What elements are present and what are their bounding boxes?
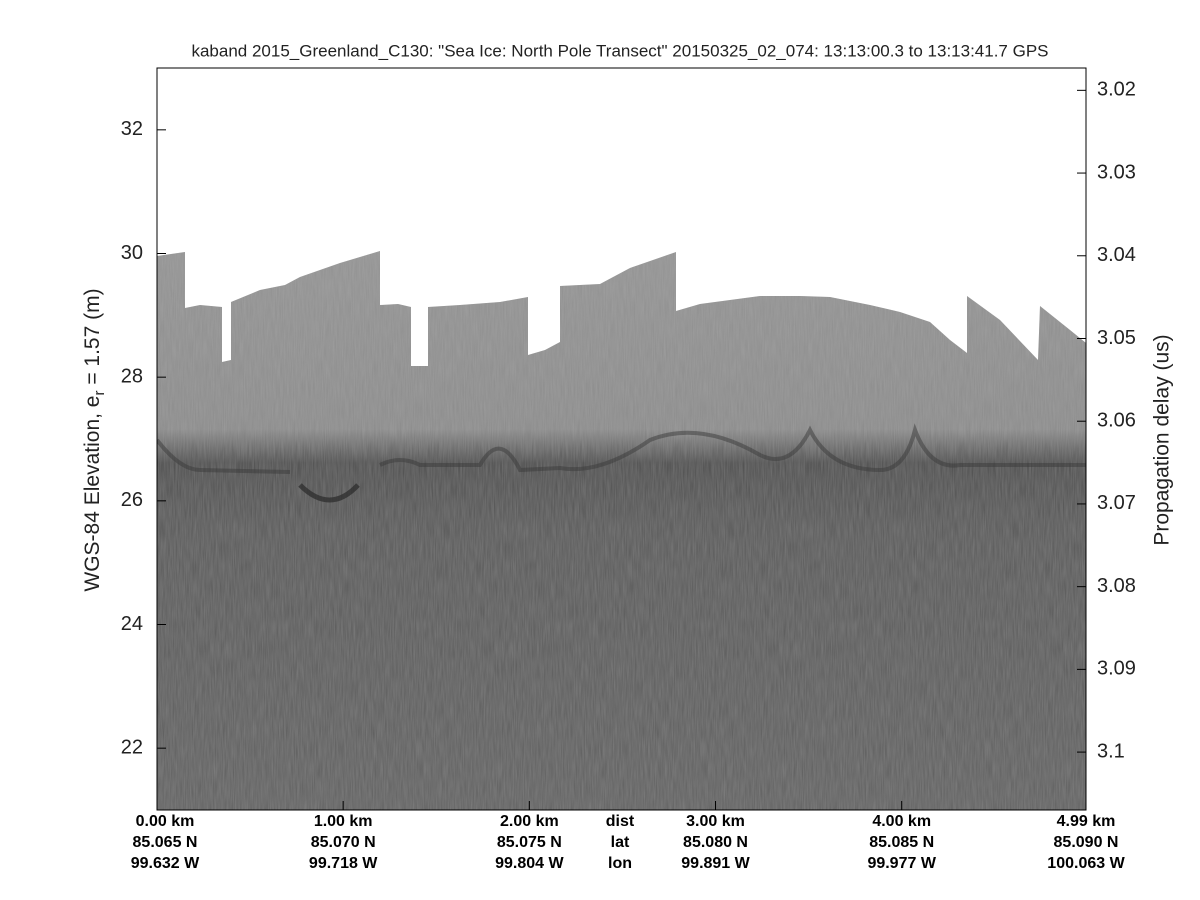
lat-label: 85.075 N xyxy=(497,834,562,851)
row-label: lon xyxy=(608,855,632,872)
y-tick-label: 30 xyxy=(121,242,143,264)
lon-label: 99.977 W xyxy=(867,855,936,872)
x-tick-label: 0.00 km xyxy=(136,813,195,830)
lat-label: 85.085 N xyxy=(869,834,934,851)
y2-tick-label: 3.1 xyxy=(1097,740,1125,762)
lat-label: 85.070 N xyxy=(311,834,376,851)
x-tick-label: 3.00 km xyxy=(686,813,745,830)
y2-tick-label: 3.04 xyxy=(1097,244,1136,266)
x-tick-label: 1.00 km xyxy=(314,813,373,830)
y2-tick-label: 3.07 xyxy=(1097,492,1136,514)
lat-label: 85.090 N xyxy=(1054,834,1119,851)
echo-feature xyxy=(298,483,360,503)
plot-frame xyxy=(156,67,1087,811)
x-tick-label: 2.00 km xyxy=(500,813,559,830)
y-tick-label: 22 xyxy=(121,736,143,758)
y-tick-label: 28 xyxy=(121,365,143,387)
y-tick-label: 26 xyxy=(121,489,143,511)
x-tick-label: 4.00 km xyxy=(872,813,931,830)
y2-axis-label: Propagation delay (us) xyxy=(1151,334,1174,545)
y2-tick-label: 3.05 xyxy=(1097,327,1136,349)
y-label-rest: = 1.57 (m) xyxy=(81,288,104,390)
lon-label: 99.891 W xyxy=(681,855,750,872)
lon-label: 99.804 W xyxy=(495,855,564,872)
row-label: dist xyxy=(606,813,635,830)
y-tick-label: 24 xyxy=(121,613,143,635)
lon-label: 100.063 W xyxy=(1047,855,1125,872)
lat-label: 85.080 N xyxy=(683,834,748,851)
y-label-sub: r xyxy=(91,391,108,396)
y-tick-label: 32 xyxy=(121,118,143,140)
y2-tick-label: 3.02 xyxy=(1097,79,1136,101)
echo-feature xyxy=(157,423,1086,474)
y-label-text: WGS-84 Elevation, e xyxy=(81,396,104,592)
y2-tick-label: 3.09 xyxy=(1097,658,1136,680)
lon-label: 99.718 W xyxy=(309,855,378,872)
y2-tick-label: 3.08 xyxy=(1097,575,1136,597)
y-axis-label: WGS-84 Elevation, er = 1.57 (m) xyxy=(81,288,108,591)
lon-label: 99.632 W xyxy=(131,855,200,872)
x-tick-label: 4.99 km xyxy=(1057,813,1116,830)
echogram xyxy=(157,251,1086,810)
row-label: lat xyxy=(611,834,630,851)
y2-tick-label: 3.06 xyxy=(1097,409,1136,431)
echogram-texture xyxy=(157,251,1086,810)
lat-label: 85.065 N xyxy=(133,834,198,851)
y2-tick-label: 3.03 xyxy=(1097,161,1136,183)
chart-title: kaband 2015_Greenland_C130: "Sea Ice: No… xyxy=(191,41,1048,60)
